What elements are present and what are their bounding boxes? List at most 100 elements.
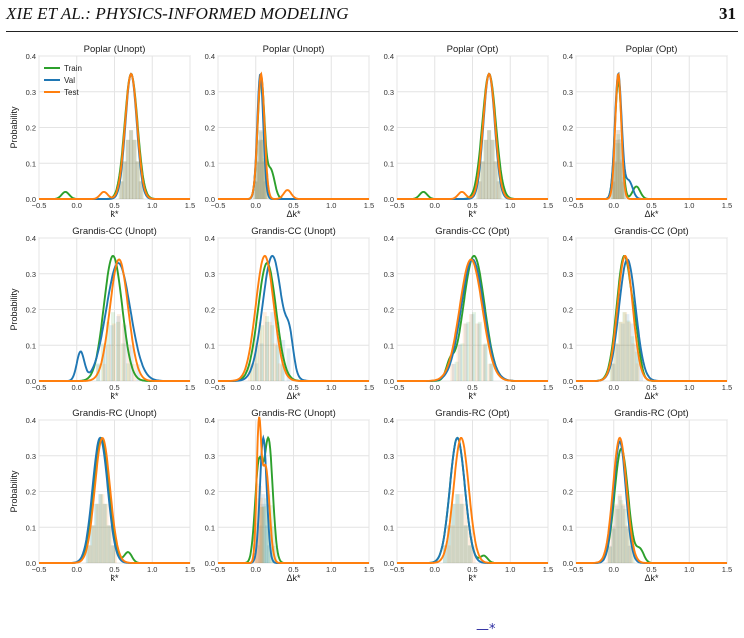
x-tick-label: 0.5 bbox=[467, 383, 477, 392]
hist-bar bbox=[456, 344, 461, 381]
header-rule bbox=[6, 31, 738, 32]
y-tick-label: 0.2 bbox=[384, 306, 394, 315]
hist-bar bbox=[135, 161, 140, 199]
y-tick-label: 0.2 bbox=[26, 488, 36, 497]
hist-bar bbox=[262, 506, 267, 563]
y-tick-label: 0.1 bbox=[563, 341, 573, 350]
hist-bar bbox=[262, 161, 267, 199]
hist-bar bbox=[89, 525, 94, 563]
hist-bar bbox=[477, 321, 482, 381]
hist-bar bbox=[459, 503, 464, 563]
hist-bar bbox=[104, 503, 109, 563]
hist-bar bbox=[464, 323, 469, 381]
hist-bar bbox=[468, 314, 473, 381]
y-axis-label: Probability bbox=[9, 288, 19, 331]
hist-bar bbox=[463, 525, 468, 563]
y-tick-label: 0.4 bbox=[205, 234, 215, 243]
y-tick-label: 0.3 bbox=[384, 452, 394, 461]
x-tick-label: 1.5 bbox=[722, 383, 732, 392]
hist-bar bbox=[616, 134, 621, 199]
hist-bar bbox=[442, 545, 447, 563]
hist-bar bbox=[625, 525, 630, 563]
hist-bar bbox=[125, 139, 130, 199]
hist-bar bbox=[139, 181, 144, 199]
panel: Grandis-CC (Unopt)0.00.10.20.30.4−0.5 0.0… bbox=[205, 226, 375, 401]
x-tick-label: 1.0 bbox=[505, 565, 515, 574]
x-tick-label: 1.0 bbox=[505, 201, 515, 210]
hist-bar bbox=[498, 181, 503, 199]
hist-bar bbox=[260, 325, 265, 381]
hist-bar bbox=[490, 139, 495, 199]
x-tick-label: 0.5 bbox=[646, 565, 656, 574]
page-header: XIE ET AL.: PHYSICS-INFORMED MODELING 31 bbox=[0, 0, 744, 32]
x-tick-label: −0.5 bbox=[211, 201, 226, 210]
hist-bar bbox=[634, 344, 639, 381]
hist-bar bbox=[132, 139, 137, 199]
x-tick-label: 0.0 bbox=[609, 201, 619, 210]
y-tick-label: 0.3 bbox=[384, 270, 394, 279]
hist-bar bbox=[610, 181, 615, 199]
hist-bar bbox=[490, 139, 495, 199]
x-tick-label: −0.5 bbox=[569, 201, 584, 210]
kde-curve-test bbox=[576, 255, 727, 382]
hist-bar bbox=[480, 161, 485, 199]
y-tick-label: 0.0 bbox=[563, 559, 573, 568]
hist-bar bbox=[94, 503, 99, 563]
hist-bar bbox=[619, 161, 624, 199]
hist-bar bbox=[467, 525, 472, 563]
y-tick-label: 0.0 bbox=[384, 559, 394, 568]
hist-bar bbox=[255, 161, 260, 199]
kde-curve-test bbox=[576, 72, 727, 200]
hist-bar bbox=[92, 525, 97, 563]
x-tick-label: 0.0 bbox=[72, 201, 82, 210]
hist-bar bbox=[118, 181, 123, 199]
x-tick-label: 1.0 bbox=[147, 383, 157, 392]
x-tick-label: 1.5 bbox=[543, 383, 553, 392]
running-head: XIE ET AL.: PHYSICS-INFORMED MODELING bbox=[6, 4, 349, 23]
panel-title: Grandis-CC (Opt) bbox=[435, 226, 509, 237]
hist-bar bbox=[496, 181, 501, 199]
hist-bar bbox=[463, 525, 468, 563]
y-tick-label: 0.0 bbox=[26, 559, 36, 568]
x-tick-label: 0.0 bbox=[609, 383, 619, 392]
hist-bar bbox=[136, 364, 141, 381]
x-tick-label: −0.5 bbox=[211, 565, 226, 574]
x-axis-label: k̄* bbox=[110, 391, 119, 401]
y-axis-label: Probability bbox=[9, 106, 19, 149]
hist-bar bbox=[483, 343, 488, 381]
x-tick-label: 1.0 bbox=[147, 201, 157, 210]
hist-bar bbox=[260, 139, 265, 199]
hist-bar bbox=[136, 161, 141, 199]
hist-bar bbox=[458, 344, 463, 381]
hist-bar bbox=[257, 141, 262, 199]
hist-bar bbox=[122, 161, 127, 199]
hist-bar bbox=[620, 323, 625, 381]
y-tick-label: 0.2 bbox=[26, 124, 36, 133]
hist-bar bbox=[612, 161, 617, 199]
y-tick-label: 0.4 bbox=[384, 416, 394, 425]
hist-bar bbox=[87, 545, 92, 563]
hist-bar bbox=[129, 130, 134, 199]
x-tick-label: 0.5 bbox=[288, 383, 298, 392]
kde-curve-test bbox=[39, 258, 190, 382]
hist-bar bbox=[618, 143, 623, 199]
hist-bar bbox=[606, 545, 611, 563]
y-tick-label: 0.1 bbox=[384, 159, 394, 168]
hist-bar bbox=[490, 139, 495, 199]
x-tick-label: 1.5 bbox=[722, 565, 732, 574]
x-axis-label: Δk* bbox=[286, 573, 301, 583]
hist-bar bbox=[471, 545, 476, 563]
page-number: 31 bbox=[719, 4, 736, 23]
hist-bar bbox=[277, 363, 282, 381]
hist-bar bbox=[616, 344, 621, 381]
x-tick-label: 1.5 bbox=[185, 201, 195, 210]
hist-bar bbox=[258, 485, 263, 563]
hist-bar bbox=[622, 312, 627, 381]
hist-bar bbox=[459, 494, 464, 563]
x-tick-label: 0.0 bbox=[72, 565, 82, 574]
y-tick-label: 0.3 bbox=[205, 452, 215, 461]
x-axis-label: Δk* bbox=[286, 209, 301, 219]
hist-bar bbox=[280, 364, 285, 381]
hist-bar bbox=[252, 343, 257, 381]
hist-bar bbox=[627, 545, 632, 563]
